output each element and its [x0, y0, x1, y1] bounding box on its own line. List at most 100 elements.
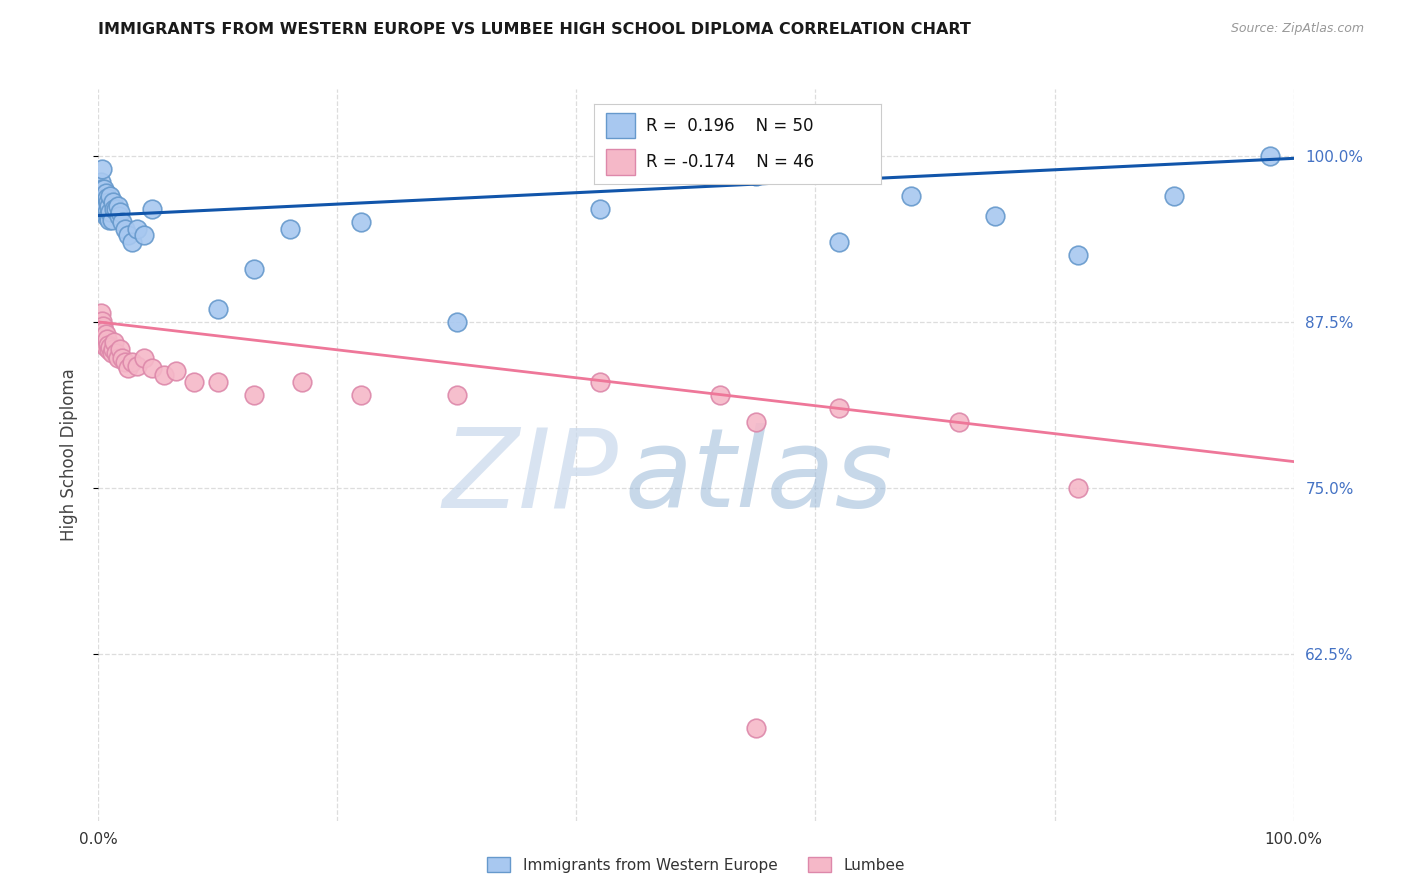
FancyBboxPatch shape: [606, 149, 634, 175]
Text: Source: ZipAtlas.com: Source: ZipAtlas.com: [1230, 22, 1364, 36]
Point: [94, 326, 117, 341]
Point: [100, 212, 122, 227]
FancyBboxPatch shape: [606, 112, 634, 138]
Point: [446, 315, 468, 329]
Point: [107, 209, 129, 223]
Point: [1163, 188, 1185, 202]
Point: [350, 215, 373, 229]
Point: [101, 342, 124, 356]
Point: [91, 182, 114, 196]
Point: [114, 355, 136, 369]
Point: [94, 199, 117, 213]
Point: [91, 202, 114, 216]
Point: [98, 212, 121, 227]
Point: [90, 175, 112, 189]
Point: [96, 204, 118, 219]
Point: [90, 318, 112, 333]
Point: [103, 202, 125, 216]
Point: [97, 209, 120, 223]
Point: [89, 328, 111, 343]
Point: [89, 315, 111, 329]
Point: [291, 375, 314, 389]
Point: [94, 186, 117, 200]
Point: [828, 401, 851, 416]
Point: [103, 334, 125, 349]
Point: [93, 191, 115, 205]
Point: [745, 721, 768, 735]
Point: [94, 209, 117, 223]
Point: [121, 235, 143, 249]
Point: [107, 199, 129, 213]
Point: [114, 222, 136, 236]
Point: [745, 169, 768, 183]
Point: [243, 261, 266, 276]
Point: [90, 332, 112, 346]
Point: [1258, 149, 1281, 163]
Point: [709, 388, 731, 402]
Point: [96, 332, 118, 346]
Point: [98, 204, 122, 219]
Point: [91, 161, 114, 176]
Point: [745, 415, 768, 429]
Point: [121, 355, 143, 369]
Point: [97, 337, 120, 351]
Point: [91, 195, 114, 210]
Point: [278, 222, 301, 236]
Point: [111, 351, 134, 365]
Point: [105, 202, 128, 216]
Point: [93, 204, 115, 219]
Point: [91, 326, 114, 341]
Point: [98, 188, 122, 202]
Point: [108, 342, 131, 356]
Point: [100, 345, 122, 359]
Point: [125, 222, 148, 236]
Point: [1067, 481, 1090, 495]
Point: [91, 188, 114, 202]
Point: [125, 359, 148, 373]
Point: [589, 375, 612, 389]
Point: [97, 195, 120, 210]
Point: [243, 388, 266, 402]
Point: [948, 415, 970, 429]
Point: [96, 191, 118, 205]
Text: R = -0.174    N = 46: R = -0.174 N = 46: [645, 153, 814, 170]
Point: [153, 368, 176, 383]
Text: R =  0.196    N = 50: R = 0.196 N = 50: [645, 117, 814, 135]
Point: [91, 332, 114, 346]
Point: [117, 361, 139, 376]
Point: [1067, 248, 1090, 262]
Point: [89, 195, 111, 210]
Point: [108, 204, 131, 219]
Point: [589, 202, 612, 216]
Point: [141, 361, 163, 376]
Point: [111, 215, 134, 229]
Point: [90, 188, 112, 202]
Point: [141, 202, 163, 216]
Point: [207, 301, 229, 316]
Point: [89, 321, 111, 335]
Point: [91, 313, 114, 327]
Point: [91, 318, 114, 333]
Point: [101, 195, 124, 210]
Point: [183, 375, 205, 389]
Point: [207, 375, 229, 389]
Text: IMMIGRANTS FROM WESTERN EUROPE VS LUMBEE HIGH SCHOOL DIPLOMA CORRELATION CHART: IMMIGRANTS FROM WESTERN EUROPE VS LUMBEE…: [98, 22, 972, 37]
Y-axis label: High School Diploma: High School Diploma: [59, 368, 77, 541]
Point: [94, 340, 117, 354]
Text: ZIP: ZIP: [443, 424, 619, 531]
Point: [105, 345, 128, 359]
Legend: Immigrants from Western Europe, Lumbee: Immigrants from Western Europe, Lumbee: [481, 851, 911, 879]
Point: [117, 228, 139, 243]
Point: [984, 209, 1007, 223]
Point: [98, 199, 121, 213]
Point: [828, 235, 851, 249]
Point: [98, 340, 122, 354]
Point: [132, 228, 155, 243]
Point: [350, 388, 373, 402]
Point: [90, 305, 112, 319]
Text: atlas: atlas: [624, 424, 893, 531]
Point: [93, 324, 115, 338]
Point: [107, 351, 129, 365]
Point: [98, 343, 121, 357]
Point: [89, 182, 111, 196]
